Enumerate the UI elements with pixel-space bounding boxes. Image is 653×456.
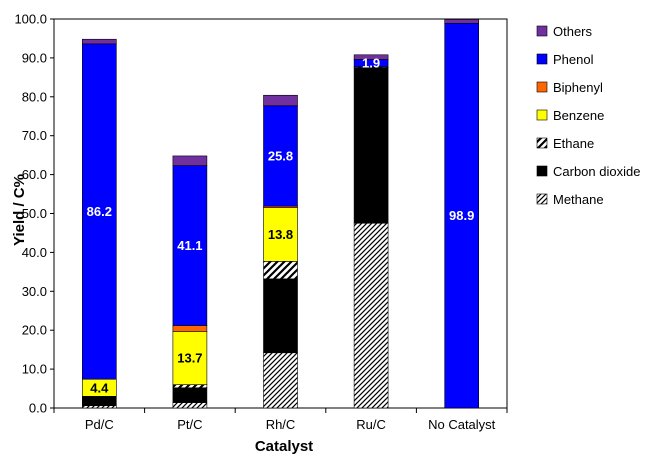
bar-segment-others [172, 155, 208, 166]
legend-swatch-benzene [536, 109, 548, 121]
x-tick-label: Ru/C [356, 417, 386, 432]
bar-segment-ethane [263, 261, 298, 280]
y-tick-label: 10.0 [22, 362, 47, 377]
legend-label-others: Others [553, 24, 593, 39]
bar-segment-carbon-dioxide [82, 396, 117, 406]
y-tick-label: 90.0 [22, 50, 47, 65]
bar-segment-phenol [444, 22, 480, 409]
legend-label-methane: Methane [553, 192, 604, 207]
y-axis-ticks: 0.0 10.0 20.0 30.0 40.0 50.0 60.0 70.0 80.0 90.0 1… [14, 12, 54, 416]
y-tick-label: 40.0 [22, 245, 47, 260]
y-tick-label: 20.0 [22, 323, 47, 338]
bar-segment-others [444, 19, 480, 24]
x-axis-title: Catalyst [255, 438, 313, 455]
legend-label-carbon-dioxide: Carbon dioxide [553, 164, 640, 179]
data-label: 86.2 [87, 204, 112, 219]
bar-segment-others [353, 54, 389, 60]
bar-segment-carbon-dioxide [353, 67, 389, 224]
legend-swatch-ethane [536, 137, 548, 149]
legend-label-phenol: Phenol [553, 52, 594, 67]
x-axis-ticks: Pd/C Pt/C Rh/C Ru/C No Catalyst [53, 408, 508, 432]
legend-swatch-carbon-dioxide [536, 165, 548, 177]
legend-label-benzene: Benzene [553, 108, 604, 123]
data-label: 41.1 [177, 238, 202, 253]
data-label: 13.8 [268, 227, 293, 242]
y-tick-label: 70.0 [22, 128, 47, 143]
bar-segment-methane [82, 405, 117, 409]
y-tick-label: 100.0 [14, 12, 47, 27]
bar-segment-benzene [172, 331, 208, 385]
x-tick-label: Pt/C [177, 417, 202, 432]
y-tick-label: 80.0 [22, 89, 47, 104]
bar-segment-carbon-dioxide [172, 387, 208, 403]
bar-segment-others [82, 38, 117, 45]
x-tick-label: No Catalyst [428, 417, 496, 432]
legend-label-ethane: Ethane [553, 136, 594, 151]
bar-segment-phenol [82, 43, 117, 380]
legend-swatch-phenol [536, 53, 548, 65]
data-label: 4.4 [90, 380, 109, 395]
data-label: 98.9 [449, 208, 474, 223]
y-tick-label: 50.0 [22, 206, 47, 221]
legend-swatch-others [536, 25, 548, 37]
legend: Others Phenol Biphenyl Benzene Ethane Carbon … [536, 24, 640, 207]
bar-segment-ethane [172, 384, 208, 389]
y-tick-label: 30.0 [22, 284, 47, 299]
y-tick-label: 0.0 [29, 401, 47, 416]
y-tick-label: 60.0 [22, 167, 47, 182]
x-tick-label: Pd/C [85, 417, 114, 432]
bar-segment-biphenyl [172, 325, 208, 332]
data-label: 25.8 [268, 148, 293, 163]
bar-segment-methane [353, 222, 389, 409]
legend-swatch-biphenyl [536, 81, 548, 93]
x-tick-label: Rh/C [266, 417, 296, 432]
bar-segment-carbon-dioxide [263, 278, 298, 354]
y-axis-title: Yield / C% [11, 174, 28, 246]
data-label: 13.7 [177, 351, 202, 366]
bar-segment-others [263, 94, 298, 107]
bar-segment-methane [172, 402, 208, 409]
legend-swatch-methane [536, 193, 548, 205]
data-labels: 4.4 86.2 13.7 41.1 13.8 25.8 1.9 98.9 [87, 56, 475, 396]
data-label: 1.9 [362, 56, 380, 71]
bar-segment-methane [263, 352, 298, 409]
bars [82, 19, 480, 409]
bar-segment-benzene [263, 207, 298, 262]
legend-label-biphenyl: Biphenyl [553, 80, 603, 95]
